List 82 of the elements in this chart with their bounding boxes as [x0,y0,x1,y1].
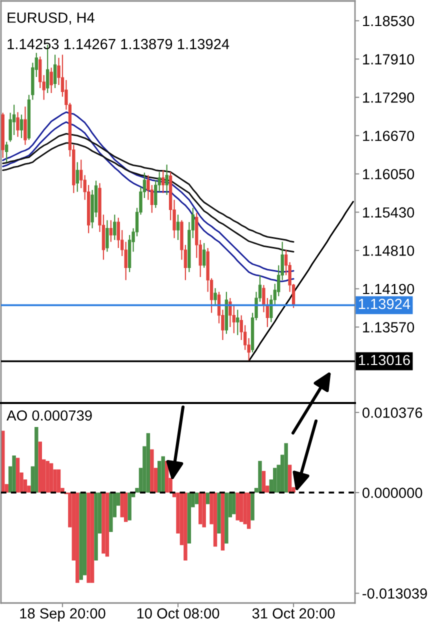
candlestick [162,170,165,194]
candlestick [214,288,217,307]
x-tick-label: 18 Sep 20:00 [20,608,106,622]
bar [79,492,83,580]
bar [150,449,154,493]
bar [86,492,90,583]
bar [202,492,206,528]
bar [258,460,262,493]
y-tick-label: -0.013039 [362,588,427,599]
y-tick-label: 1.17910 [363,54,414,64]
bar [288,464,292,493]
bar [94,492,98,561]
bar [262,470,266,493]
candlestick [113,214,116,241]
bar [236,492,240,520]
bar [213,492,218,547]
bar [38,442,42,493]
bar [184,492,188,561]
y-tick-label: 1.18530 [363,16,414,26]
ref-line-label: 1.13924 [358,298,410,310]
line-series [2,133,294,243]
line-series [2,142,294,252]
bar [239,492,244,522]
bar [34,426,38,493]
bar [46,460,50,493]
candlestick [5,141,8,163]
bar [12,456,16,493]
bar [217,492,221,534]
y-tick-label: 1.17290 [363,92,414,103]
candlestick [76,162,79,192]
bar [16,458,20,493]
bar [90,492,94,583]
y-tick-label: 0.010376 [362,408,422,418]
candlestick [24,106,27,146]
text: 1.14253 1.14267 1.13879 1.13924 [8,38,230,50]
bar [187,492,192,544]
y-tick-label: 1.14190 [363,284,414,294]
candlestick [50,67,53,94]
y-tick-label: 1.16670 [363,130,414,142]
candlestick [80,159,83,189]
candlestick [150,184,154,214]
bar [76,492,80,583]
candlestick [106,220,109,252]
bar [146,433,150,493]
candlestick [236,309,240,336]
bar [194,492,198,504]
bar [109,492,113,532]
bar [224,492,228,544]
bar [161,456,165,493]
bar [128,492,132,520]
y-tick-label: 1.15430 [363,207,414,218]
bar [284,443,288,493]
y-tick-label: 0.000000 [362,488,422,498]
bar [56,469,61,493]
candlestick [165,164,168,196]
text: EURUSD, H4 [8,12,94,25]
ref-line-label: 1.13016 [358,354,410,366]
bar [246,492,251,529]
bar [102,492,106,554]
y-tick-label: 1.14810 [363,246,414,256]
bar [49,463,54,493]
candlestick [202,242,206,268]
candlestick [109,220,113,242]
candlestick [20,114,24,139]
x-tick-label: 10 Oct 08:00 [137,608,220,619]
chart-title: AO 0.000739 [6,410,92,421]
bar [198,492,202,524]
bar [232,492,236,514]
bar [273,468,277,493]
bar [250,492,254,520]
x-tick-label: 31 Oct 20:00 [252,608,335,619]
bar [158,460,162,493]
bar [105,492,110,557]
bar [206,492,210,504]
candlestick [232,304,236,334]
candlestick [16,112,20,138]
candlestick [53,54,57,89]
y-tick-label: 1.16050 [363,169,414,180]
bar [124,492,128,522]
y-tick-label: 1.13570 [363,322,414,332]
candlestick [176,214,180,241]
bar [220,492,225,550]
